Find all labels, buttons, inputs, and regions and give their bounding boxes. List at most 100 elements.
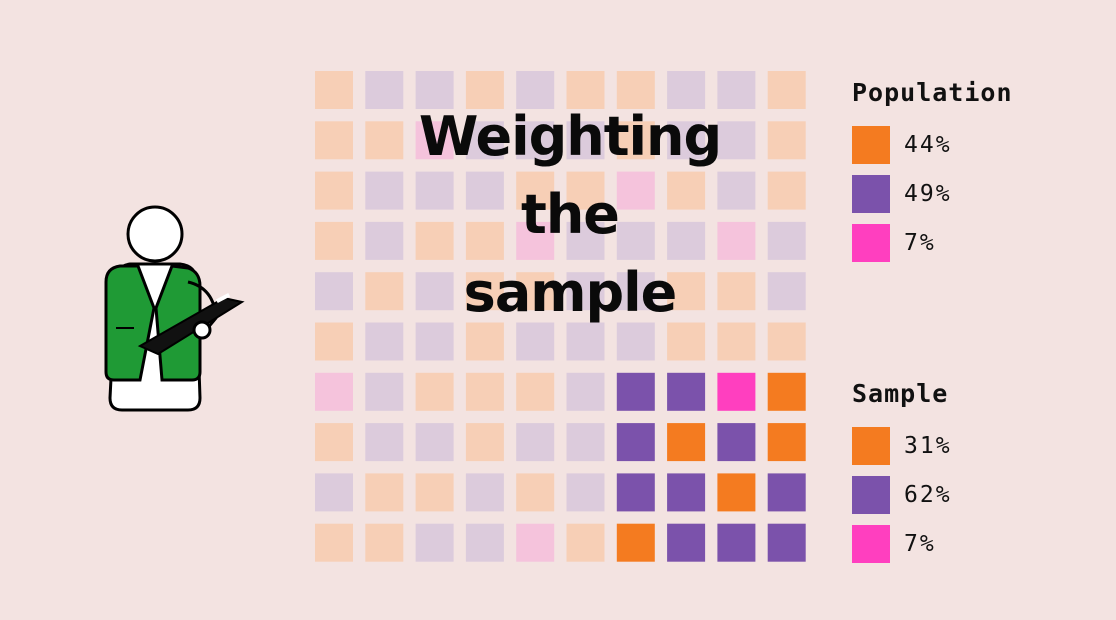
population-square-orange xyxy=(767,322,806,361)
population-square-purple xyxy=(717,171,756,210)
population-square-purple xyxy=(465,523,504,562)
population-square-purple xyxy=(566,221,605,260)
slide-title: Weighting the sample xyxy=(380,98,760,332)
population-square-purple xyxy=(616,322,655,361)
population-square-pink xyxy=(616,171,655,210)
pink-swatch xyxy=(852,524,890,563)
population-square-purple xyxy=(667,221,706,260)
population-square-pink xyxy=(516,221,555,260)
population-square-purple xyxy=(767,221,806,260)
title-line-2: the xyxy=(521,183,620,246)
sample-square-purple xyxy=(717,423,756,462)
population-square-orange xyxy=(767,121,806,160)
population-square-orange xyxy=(516,473,555,512)
sample-square-purple xyxy=(767,523,806,562)
population-square-orange xyxy=(315,121,353,160)
population-square-purple xyxy=(717,71,756,109)
population-square-orange xyxy=(566,171,605,210)
population-square-pink xyxy=(717,221,756,260)
population-square-orange xyxy=(465,71,504,109)
sample-square-purple xyxy=(616,372,655,411)
population-square-purple xyxy=(465,473,504,512)
population-orange-pct: 44% xyxy=(904,131,952,158)
population-square-orange xyxy=(365,121,404,160)
population-square-orange xyxy=(365,523,404,562)
population-square-orange xyxy=(465,423,504,462)
population-heading: Population xyxy=(852,78,1013,107)
population-square-purple xyxy=(516,322,555,361)
sample-legend-row-orange: 31% xyxy=(852,421,1092,470)
population-square-purple xyxy=(415,523,454,562)
population-square-orange xyxy=(365,473,404,512)
population-square-orange xyxy=(667,322,706,361)
title-line-3: sample xyxy=(463,261,678,324)
population-square-orange xyxy=(315,322,353,361)
sample-square-purple xyxy=(667,523,706,562)
sample-square-orange xyxy=(767,423,806,462)
sample-square-purple xyxy=(717,523,756,562)
population-square-purple xyxy=(616,221,655,260)
sample-legend-row-pink: 7% xyxy=(852,519,1092,568)
population-square-orange xyxy=(465,272,504,311)
surveyor-with-clipboard-icon xyxy=(104,205,245,412)
sample-square-purple xyxy=(667,372,706,411)
population-square-orange xyxy=(566,71,605,109)
purple-swatch xyxy=(852,475,890,514)
population-square-purple xyxy=(415,322,454,361)
population-square-orange xyxy=(516,272,555,311)
population-square-orange xyxy=(667,171,706,210)
population-square-purple xyxy=(566,473,605,512)
population-square-purple xyxy=(415,71,454,109)
population-square-orange xyxy=(315,423,353,462)
population-square-orange xyxy=(516,171,555,210)
population-square-purple xyxy=(566,272,605,311)
population-square-orange xyxy=(767,171,806,210)
population-square-purple xyxy=(566,322,605,361)
sample-square-purple xyxy=(616,473,655,512)
population-square-purple xyxy=(315,272,353,311)
population-square-orange xyxy=(415,372,454,411)
orange-swatch xyxy=(852,125,890,164)
population-square-purple xyxy=(365,171,404,210)
population-square-purple xyxy=(566,121,605,160)
sample-heading: Sample xyxy=(852,379,949,408)
sample-square-purple xyxy=(616,423,655,462)
population-square-purple xyxy=(667,121,706,160)
population-square-orange xyxy=(616,71,655,109)
sample-square-orange xyxy=(717,473,756,512)
population-square-purple xyxy=(667,71,706,109)
population-pink-pct: 7% xyxy=(904,229,936,256)
population-square-orange xyxy=(415,221,454,260)
population-legend-row-pink: 7% xyxy=(852,218,1092,267)
purple-swatch xyxy=(852,174,890,213)
population-square-purple xyxy=(516,423,555,462)
population-purple-pct: 49% xyxy=(904,180,952,207)
population-square-orange xyxy=(315,221,353,260)
population-square-orange xyxy=(465,372,504,411)
sample-legend: Sample 31% 62% 7% xyxy=(852,381,1092,568)
population-square-orange xyxy=(717,272,756,311)
population-square-orange xyxy=(465,322,504,361)
population-square-purple xyxy=(365,221,404,260)
population-square-purple xyxy=(566,372,605,411)
population-legend-row-purple: 49% xyxy=(852,169,1092,218)
population-square-orange xyxy=(566,523,605,562)
sample-legend-row-purple: 62% xyxy=(852,470,1092,519)
population-square-orange xyxy=(667,272,706,311)
population-square-purple xyxy=(365,423,404,462)
orange-swatch xyxy=(852,426,890,465)
population-square-purple xyxy=(516,71,555,109)
population-square-purple xyxy=(767,272,806,311)
population-square-purple xyxy=(465,171,504,210)
population-legend-row-orange: 44% xyxy=(852,120,1092,169)
population-square-orange xyxy=(315,523,353,562)
population-square-purple xyxy=(415,272,454,311)
population-legend: Population 44% 49% 7% xyxy=(852,80,1092,267)
population-square-orange xyxy=(415,473,454,512)
population-square-purple xyxy=(516,121,555,160)
title-line-1: Weighting xyxy=(418,105,722,168)
sample-square-purple xyxy=(667,473,706,512)
sample-square-orange xyxy=(767,372,806,411)
